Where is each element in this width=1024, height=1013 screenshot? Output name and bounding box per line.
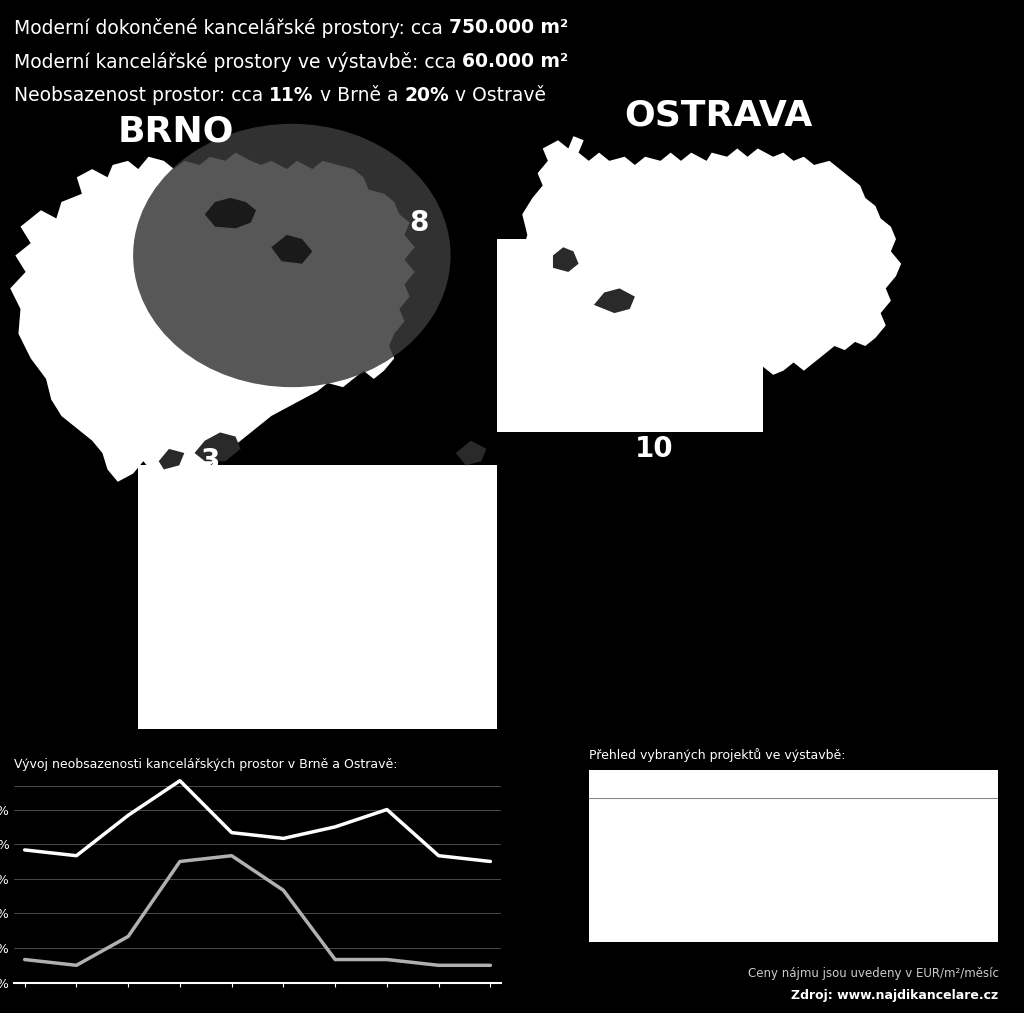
Text: Neobsazenost prostor: cca: Neobsazenost prostor: cca (14, 86, 269, 105)
Text: Přehled vybraných projektů ve výstavbě:: Přehled vybraných projektů ve výstavbě: (589, 749, 845, 763)
Bar (497, 239, 763, 433)
Text: Moderní dokončené kancelářské prostory: cca: Moderní dokončené kancelářské prostory: … (14, 18, 449, 38)
Text: 10: 10 (635, 435, 674, 463)
Polygon shape (10, 153, 415, 498)
Polygon shape (159, 449, 184, 469)
Text: Vývoj neobsazenosti kancelářských prostor v Brně a Ostravě:: Vývoj neobsazenosti kancelářských prosto… (14, 758, 398, 771)
Polygon shape (456, 441, 486, 465)
Polygon shape (271, 235, 312, 263)
Polygon shape (594, 289, 635, 313)
Text: Ceny nájmu jsou uvedeny v EUR/m²/měsíc: Ceny nájmu jsou uvedeny v EUR/m²/měsíc (748, 966, 998, 980)
Text: 20%: 20% (404, 86, 449, 105)
Text: 8: 8 (410, 209, 429, 237)
Text: 11%: 11% (269, 86, 313, 105)
Text: Moderní kancelářské prostory ve výstavbě: cca: Moderní kancelářské prostory ve výstavbě… (14, 52, 463, 72)
Text: v Brně a: v Brně a (313, 86, 404, 105)
Ellipse shape (133, 124, 451, 387)
Text: 3: 3 (201, 447, 219, 475)
Text: 60.000 m²: 60.000 m² (463, 52, 568, 71)
Text: 750.000 m²: 750.000 m² (449, 18, 568, 37)
Text: v Ostravě: v Ostravě (449, 86, 546, 105)
Polygon shape (195, 433, 241, 461)
Polygon shape (205, 198, 256, 228)
Text: BRNO: BRNO (118, 114, 234, 149)
Text: OSTRAVA: OSTRAVA (625, 98, 813, 132)
Text: Zdroj: www.najdikancelare.cz: Zdroj: www.najdikancelare.cz (792, 989, 998, 1002)
Bar (138, 465, 497, 728)
Polygon shape (553, 247, 579, 271)
Polygon shape (522, 136, 901, 391)
